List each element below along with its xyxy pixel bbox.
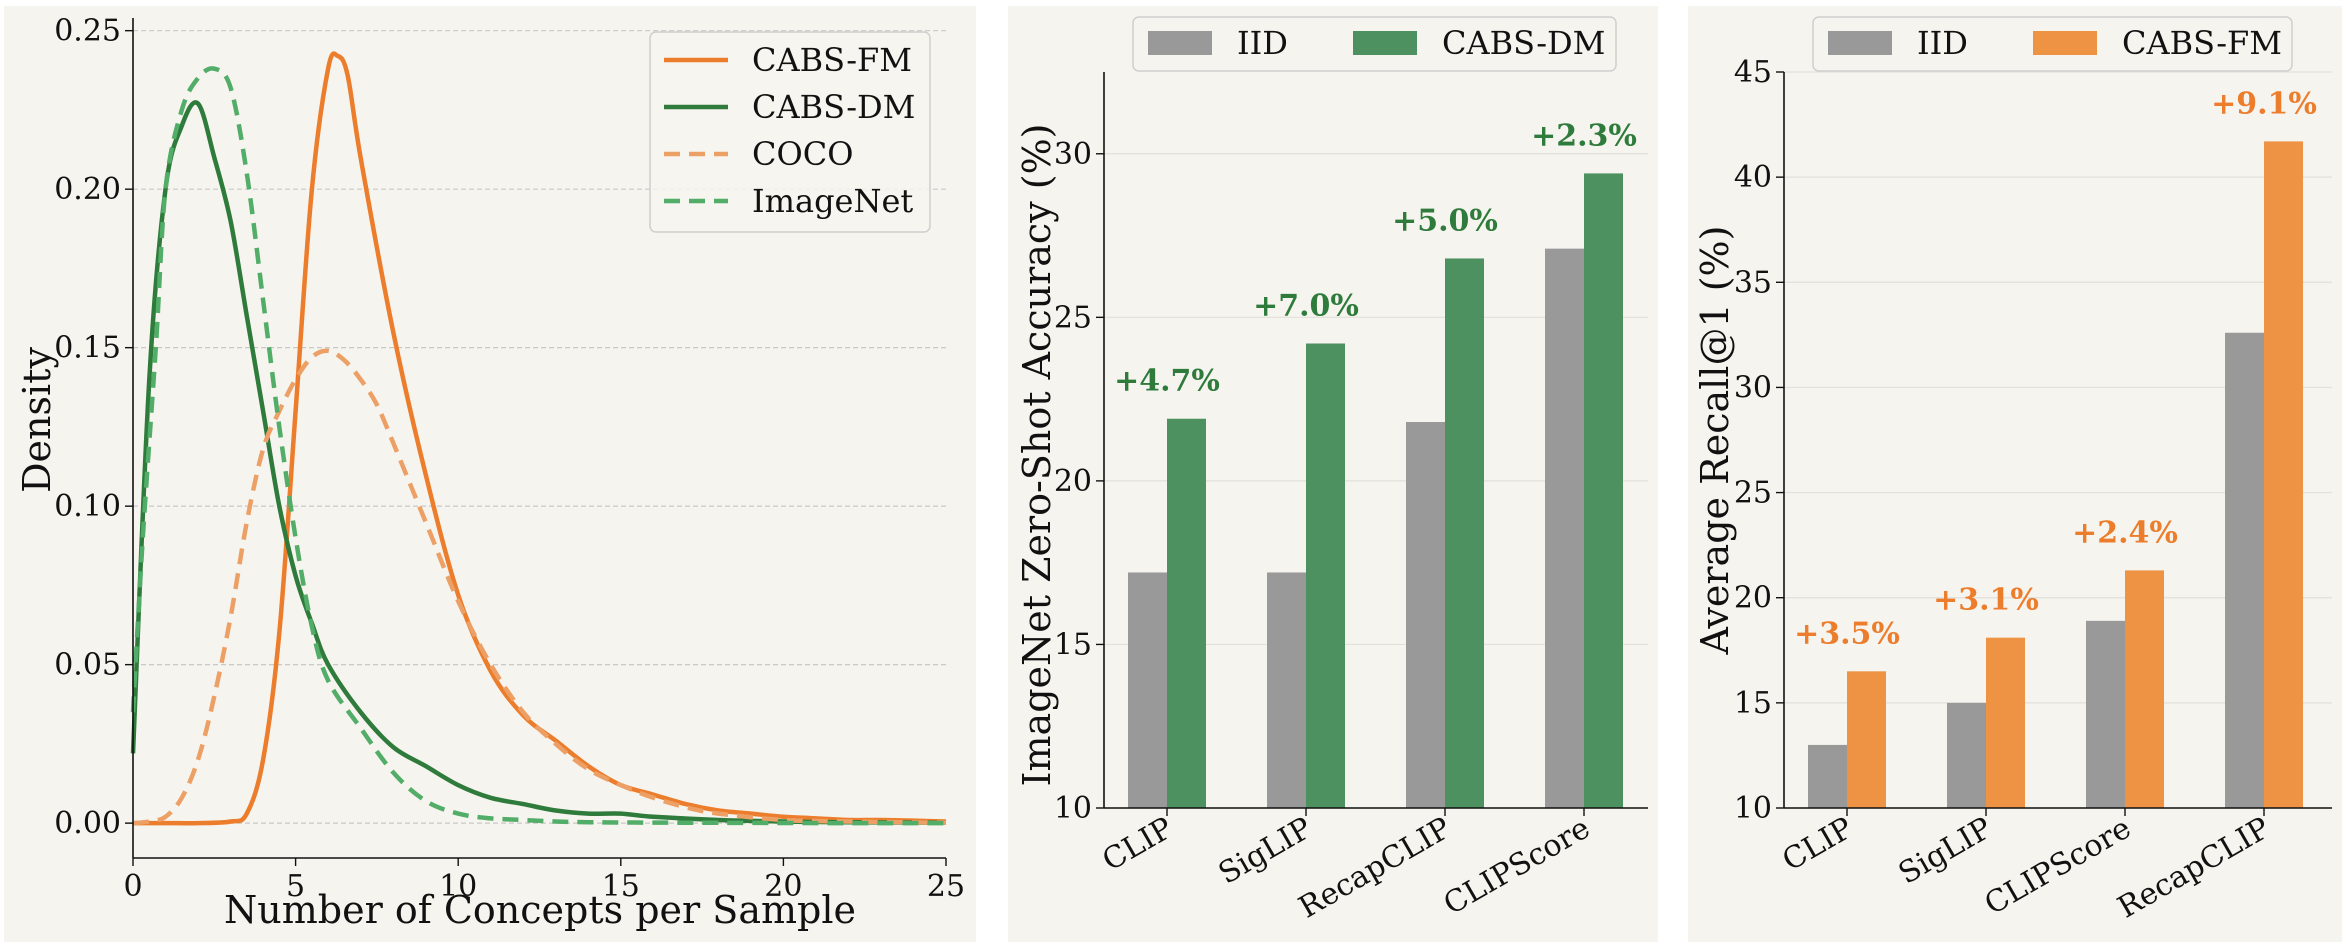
density-line-coco — [132, 348, 947, 826]
p3-y-tick-label: 45 — [1734, 55, 1772, 90]
recall-annotations: +3.5% +3.1% +2.4% +9.1% — [1794, 86, 2317, 651]
p3-y-tick-label: 10 — [1734, 791, 1772, 826]
p2-bar-cabs-dm-clip — [1167, 418, 1206, 808]
p3-annotation-siglip: +3.1% — [1933, 583, 2039, 618]
p3-legend-swatch-iid — [1828, 31, 1892, 55]
density-legend: CABS-FM CABS-DM COCO ImageNet — [649, 31, 931, 233]
p3-legend-swatch-cabs-fm — [2033, 31, 2097, 55]
p3-annotation-clipscore: +2.4% — [2072, 515, 2178, 550]
p3-y-tick-label: 40 — [1734, 160, 1772, 195]
density-ticks: 0 5 10 15 20 25 0.00 0.05 0.10 0.15 0.20 0.25 — [54, 14, 965, 904]
p2-bar-iid-siglip — [1267, 572, 1306, 808]
density-x-tick-label: 5 — [286, 869, 305, 904]
p2-legend-label-cabs-dm: CABS-DM — [1442, 24, 1605, 62]
p2-annotation-siglip: +7.0% — [1253, 289, 1359, 324]
density-x-tick-label: 20 — [764, 869, 802, 904]
density-y-axis-label: Density — [15, 347, 59, 493]
density-line-cabs-fm — [132, 51, 947, 826]
imagenet-y-axis-label: ImageNet Zero-Shot Accuracy (%) — [1015, 124, 1059, 787]
p3-y-tick-label: 30 — [1734, 370, 1772, 405]
density-y-tick-label: 0.00 — [54, 806, 121, 841]
p3-legend-label-cabs-fm: CABS-FM — [2122, 24, 2282, 62]
p2-annotation-clip: +4.7% — [1114, 364, 1220, 399]
density-line-imagenet — [130, 66, 947, 826]
p3-bar-iid-recapclip — [2225, 332, 2264, 808]
p3-annotation-clip: +3.5% — [1794, 616, 1900, 651]
legend-label-cabs-dm: CABS-DM — [752, 88, 915, 126]
p3-y-tick-label: 35 — [1734, 265, 1772, 300]
density-x-tick-label: 15 — [602, 869, 640, 904]
p3-bar-iid-clipscore — [2086, 620, 2125, 808]
p2-y-tick-label: 15 — [1054, 627, 1092, 662]
p3-y-tick-label: 20 — [1734, 581, 1772, 616]
p2-legend-swatch-cabs-dm — [1353, 31, 1417, 55]
legend-label-cabs-fm: CABS-FM — [752, 41, 912, 79]
p2-legend-swatch-iid — [1148, 31, 1212, 55]
p3-bar-cabs-fm-siglip — [1986, 637, 2025, 808]
density-axes — [132, 18, 946, 859]
p3-bar-cabs-fm-recapclip — [2264, 141, 2303, 808]
density-x-tick-label: 25 — [927, 869, 965, 904]
density-y-tick-label: 0.20 — [54, 172, 121, 207]
p3-annotation-recapclip: +9.1% — [2211, 86, 2317, 121]
legend-label-coco: COCO — [752, 135, 853, 173]
density-x-tick-label: 10 — [439, 869, 477, 904]
p2-annotation-clipscore: +2.3% — [1531, 118, 1637, 153]
density-y-tick-label: 0.10 — [54, 489, 121, 524]
imagenet-axes — [1103, 72, 1648, 809]
recall-legend: IID CABS-FM — [1812, 16, 2293, 72]
legend-label-imagenet: ImageNet — [752, 182, 913, 220]
density-legend-box — [649, 31, 931, 233]
p3-y-tick-label: 25 — [1734, 476, 1772, 511]
p2-bar-cabs-dm-siglip — [1306, 343, 1345, 808]
density-x-tick-label: 0 — [123, 869, 142, 904]
p2-y-tick-label: 20 — [1054, 464, 1092, 499]
p2-y-tick-label: 30 — [1054, 137, 1092, 172]
p2-bar-cabs-dm-recapclip — [1445, 258, 1484, 808]
recall-bars — [1808, 141, 2303, 808]
p3-bar-cabs-fm-clipscore — [2125, 570, 2164, 808]
density-lines — [130, 51, 947, 826]
imagenet-annotations: +4.7% +7.0% +5.0% +2.3% — [1114, 118, 1637, 398]
p2-legend-label-iid: IID — [1237, 24, 1288, 62]
p3-bar-iid-clip — [1808, 744, 1847, 808]
recall-axes — [1783, 72, 2332, 809]
density-y-tick-label: 0.25 — [54, 14, 121, 49]
density-x-axis-label: Number of Concepts per Sample — [224, 888, 856, 932]
density-y-tick-label: 0.15 — [54, 331, 121, 366]
p2-y-tick-label: 25 — [1054, 300, 1092, 335]
imagenet-bars — [1128, 173, 1623, 809]
p2-y-tick-label: 10 — [1054, 791, 1092, 826]
p3-bar-cabs-fm-clip — [1847, 671, 1886, 808]
density-chart: 0 5 10 15 20 25 0.00 0.05 0.10 0.15 0.20 0.25 Numbe… — [15, 14, 965, 932]
p3-y-tick-label: 15 — [1734, 686, 1772, 721]
p2-bar-iid-clip — [1128, 572, 1167, 808]
recall-y-axis-label: Average Recall@1 (%) — [1693, 226, 1737, 656]
density-y-tick-label: 0.05 — [54, 648, 121, 683]
p2-bar-iid-recapclip — [1406, 422, 1445, 808]
p3-bar-iid-siglip — [1947, 702, 1986, 808]
imagenet-legend: IID CABS-DM — [1132, 16, 1617, 72]
p2-annotation-recapclip: +5.0% — [1392, 203, 1498, 238]
p2-bar-cabs-dm-clipscore — [1584, 173, 1623, 809]
p3-legend-label-iid: IID — [1917, 24, 1968, 62]
density-line-cabs-dm — [130, 100, 947, 826]
p2-bar-iid-clipscore — [1545, 248, 1584, 808]
